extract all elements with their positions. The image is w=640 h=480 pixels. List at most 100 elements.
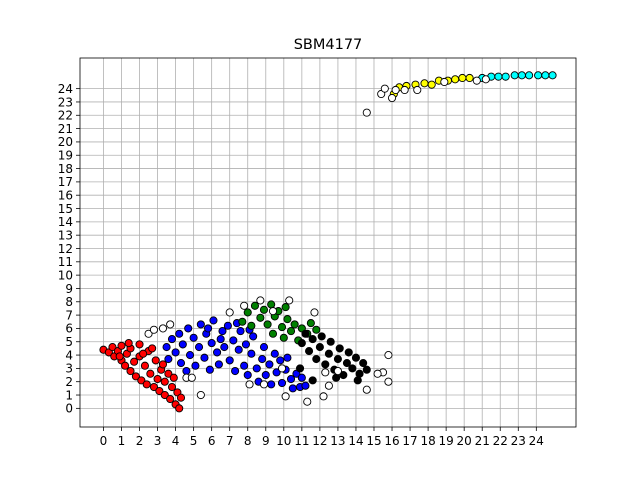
y-tick-label: 3 — [65, 362, 73, 376]
data-point-series-2 — [247, 321, 256, 330]
data-point-series-0 — [117, 341, 126, 350]
data-point-series-6 — [373, 369, 382, 378]
data-point-series-1 — [236, 327, 245, 336]
data-point-series-0 — [126, 367, 135, 376]
y-tick-label: 18 — [58, 162, 73, 176]
data-point-series-0 — [130, 357, 139, 366]
y-tick-label: 5 — [65, 335, 73, 349]
x-tick-label: 9 — [262, 434, 270, 448]
data-point-series-3 — [348, 364, 357, 373]
data-point-series-5 — [525, 71, 534, 80]
data-point-series-2 — [259, 305, 269, 314]
data-point-series-6 — [277, 364, 287, 373]
data-point-series-3 — [344, 348, 353, 357]
data-point-series-1 — [164, 355, 173, 364]
data-point-series-3 — [315, 343, 324, 352]
data-point-series-1 — [277, 378, 287, 388]
data-point-series-4 — [451, 75, 460, 84]
data-point-series-1 — [185, 351, 195, 360]
data-point-series-0 — [131, 372, 140, 381]
x-tick-label: 19 — [438, 434, 453, 448]
data-point-series-2 — [256, 313, 265, 322]
data-point-series-1 — [234, 345, 243, 354]
data-point-series-1 — [258, 355, 267, 364]
y-tick-label: 4 — [65, 348, 73, 362]
x-tick-label: 3 — [154, 434, 162, 448]
data-point-series-6 — [387, 93, 397, 103]
data-point-series-3 — [312, 355, 321, 364]
data-point-series-0 — [124, 339, 133, 348]
data-point-series-5 — [501, 72, 510, 81]
data-point-series-3 — [339, 370, 348, 380]
data-point-series-1 — [176, 359, 186, 368]
data-point-series-6 — [324, 381, 333, 390]
x-tick-label: 14 — [348, 434, 363, 448]
data-point-series-1 — [252, 364, 261, 373]
data-point-series-6 — [440, 77, 449, 87]
data-point-series-3 — [359, 359, 368, 368]
data-point-series-6 — [481, 75, 490, 84]
data-point-series-4 — [427, 80, 436, 89]
data-point-series-1 — [171, 348, 180, 357]
data-point-series-1 — [247, 349, 256, 358]
x-tick-label: 0 — [100, 434, 108, 448]
y-tick-label: 21 — [58, 122, 73, 136]
plot-frame — [79, 57, 577, 428]
data-points — [99, 71, 557, 413]
y-tick-label: 6 — [65, 322, 73, 336]
data-point-series-6 — [187, 373, 196, 382]
data-point-series-1 — [162, 343, 171, 352]
x-tick-label: 23 — [511, 434, 526, 448]
data-point-series-5 — [510, 71, 519, 80]
data-point-series-6 — [225, 308, 234, 317]
data-point-series-1 — [288, 384, 297, 393]
data-point-series-2 — [263, 320, 272, 329]
data-point-series-3 — [342, 359, 351, 368]
data-point-series-0 — [140, 361, 149, 370]
data-point-series-1 — [214, 360, 223, 369]
data-point-series-1 — [229, 336, 238, 345]
data-point-series-1 — [204, 324, 213, 333]
data-point-series-1 — [261, 370, 270, 380]
data-point-series-1 — [184, 324, 193, 333]
data-point-series-6 — [256, 296, 265, 305]
data-point-series-1 — [182, 367, 191, 376]
data-point-series-0 — [115, 352, 124, 361]
data-point-series-3 — [332, 373, 341, 382]
y-tick-label: 15 — [58, 202, 73, 216]
data-point-series-0 — [148, 344, 157, 353]
data-point-series-3 — [297, 339, 306, 348]
data-point-series-6 — [281, 392, 290, 401]
data-point-series-3 — [326, 337, 335, 346]
x-tick-label: 10 — [276, 434, 291, 448]
data-point-series-6 — [166, 320, 175, 329]
data-point-series-2 — [286, 327, 296, 336]
data-point-series-6 — [196, 390, 205, 400]
data-point-series-3 — [301, 329, 310, 338]
data-point-series-4 — [458, 73, 467, 83]
y-tick-label: 2 — [65, 375, 73, 389]
data-point-series-2 — [250, 301, 260, 310]
data-point-series-2 — [267, 300, 276, 309]
data-point-series-6 — [384, 377, 393, 386]
data-point-series-0 — [160, 390, 169, 400]
data-point-series-6 — [391, 85, 400, 95]
data-point-series-0 — [160, 377, 169, 386]
data-point-series-4 — [465, 73, 474, 83]
data-point-series-1 — [276, 356, 285, 365]
data-point-series-5 — [548, 71, 557, 80]
data-point-series-1 — [205, 365, 214, 374]
x-tick-label: 11 — [294, 434, 309, 448]
data-point-series-5 — [517, 71, 526, 80]
data-point-series-6 — [362, 385, 371, 394]
y-tick-label: 11 — [58, 255, 73, 269]
data-point-series-2 — [279, 333, 288, 342]
data-point-series-0 — [169, 373, 178, 382]
data-point-series-1 — [189, 333, 198, 342]
data-point-series-0 — [121, 361, 130, 370]
data-point-series-1 — [191, 361, 200, 370]
data-point-series-6 — [384, 351, 393, 360]
data-point-series-1 — [259, 343, 269, 352]
